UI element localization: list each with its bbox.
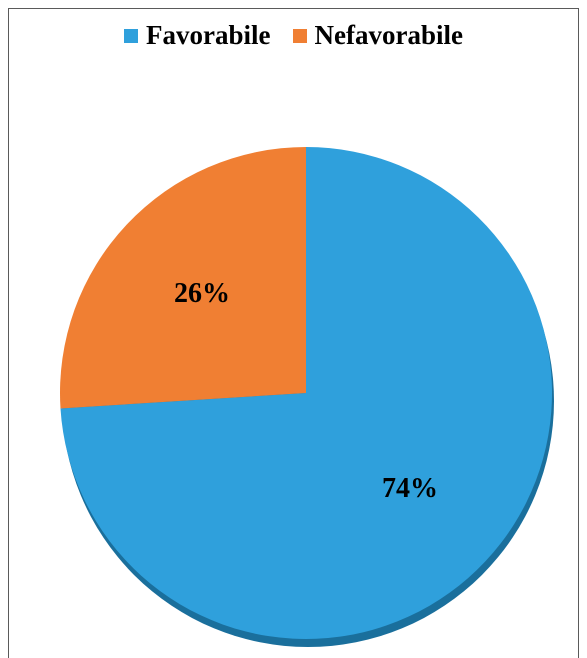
data-label-favorabile: 74%: [382, 473, 438, 504]
pie-slices: [60, 147, 552, 639]
data-label-nefavorabile: 26%: [174, 278, 230, 309]
